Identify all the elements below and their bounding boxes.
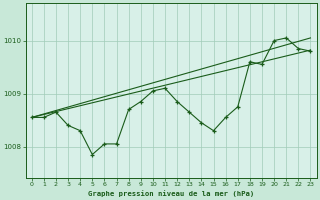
X-axis label: Graphe pression niveau de la mer (hPa): Graphe pression niveau de la mer (hPa) bbox=[88, 190, 254, 197]
